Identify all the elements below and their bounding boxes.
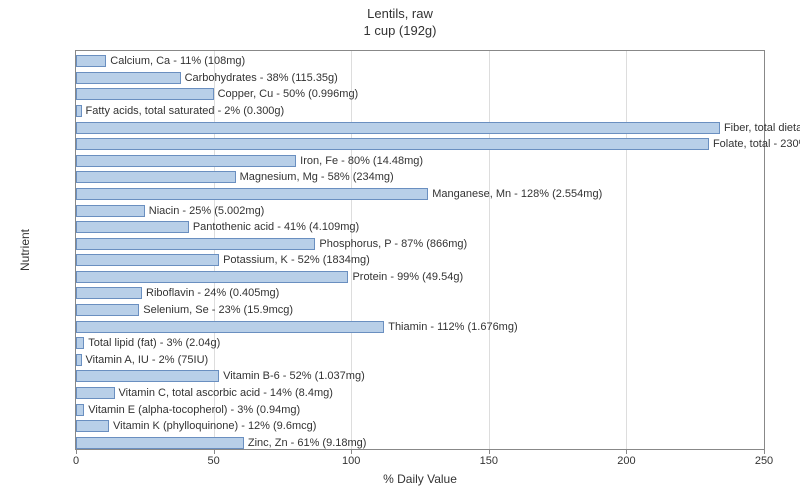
nutrient-bar xyxy=(76,304,139,316)
nutrient-bar xyxy=(76,387,115,399)
nutrient-label: Iron, Fe - 80% (14.48mg) xyxy=(300,155,423,167)
x-tick xyxy=(351,449,352,454)
x-tick xyxy=(764,449,765,454)
gridline xyxy=(626,51,627,449)
nutrient-bar xyxy=(76,287,142,299)
nutrient-label: Pantothenic acid - 41% (4.109mg) xyxy=(193,221,359,233)
nutrient-bar xyxy=(76,254,219,266)
x-tick-label: 50 xyxy=(207,455,219,467)
x-tick xyxy=(626,449,627,454)
nutrient-label: Folate, total - 230% (920mcg) xyxy=(713,138,800,150)
nutrient-label: Carbohydrates - 38% (115.35g) xyxy=(185,72,338,84)
nutrient-label: Manganese, Mn - 128% (2.554mg) xyxy=(432,188,602,200)
nutrient-label: Niacin - 25% (5.002mg) xyxy=(149,205,265,217)
nutrient-label: Calcium, Ca - 11% (108mg) xyxy=(110,55,245,67)
nutrient-bar xyxy=(76,138,709,150)
y-axis-label: Nutrient xyxy=(18,229,32,271)
nutrient-label: Riboflavin - 24% (0.405mg) xyxy=(146,287,279,299)
nutrient-bar xyxy=(76,155,296,167)
nutrient-bar xyxy=(76,437,244,449)
nutrient-bar xyxy=(76,72,181,84)
plot-area: 050100150200250Calcium, Ca - 11% (108mg)… xyxy=(75,50,765,450)
x-tick-label: 250 xyxy=(755,455,773,467)
nutrient-bar xyxy=(76,105,82,117)
x-tick-label: 200 xyxy=(617,455,635,467)
nutrient-label: Vitamin B-6 - 52% (1.037mg) xyxy=(223,370,365,382)
nutrient-label: Vitamin E (alpha-tocopherol) - 3% (0.94m… xyxy=(88,404,300,416)
nutrient-label: Magnesium, Mg - 58% (234mg) xyxy=(240,171,394,183)
x-tick xyxy=(489,449,490,454)
x-tick-label: 0 xyxy=(73,455,79,467)
nutrient-bar xyxy=(76,122,720,134)
nutrient-bar xyxy=(76,370,219,382)
nutrient-label: Vitamin K (phylloquinone) - 12% (9.6mcg) xyxy=(113,420,316,432)
nutrient-bar xyxy=(76,420,109,432)
title-line-1: Lentils, raw xyxy=(0,6,800,23)
nutrient-bar xyxy=(76,337,84,349)
nutrient-bar xyxy=(76,238,315,250)
nutrient-label: Total lipid (fat) - 3% (2.04g) xyxy=(88,337,220,349)
nutrient-bar xyxy=(76,171,236,183)
nutrient-label: Protein - 99% (49.54g) xyxy=(352,271,463,283)
nutrient-bar xyxy=(76,88,214,100)
nutrient-chart: Lentils, raw 1 cup (192g) Nutrient 05010… xyxy=(0,0,800,500)
nutrient-label: Phosphorus, P - 87% (866mg) xyxy=(319,238,467,250)
x-tick-label: 150 xyxy=(480,455,498,467)
x-tick-label: 100 xyxy=(342,455,360,467)
nutrient-bar xyxy=(76,188,428,200)
nutrient-bar xyxy=(76,55,106,67)
nutrient-bar xyxy=(76,271,348,283)
nutrient-label: Selenium, Se - 23% (15.9mcg) xyxy=(143,304,293,316)
nutrient-label: Thiamin - 112% (1.676mg) xyxy=(388,321,517,333)
gridline xyxy=(489,51,490,449)
nutrient-label: Fiber, total dietary - 234% (58.6g) xyxy=(724,122,800,134)
gridline xyxy=(351,51,352,449)
nutrient-bar xyxy=(76,321,384,333)
x-axis-label: % Daily Value xyxy=(383,472,457,486)
title-line-2: 1 cup (192g) xyxy=(0,23,800,40)
nutrient-label: Copper, Cu - 50% (0.996mg) xyxy=(218,88,359,100)
nutrient-label: Zinc, Zn - 61% (9.18mg) xyxy=(248,437,367,449)
x-tick xyxy=(214,449,215,454)
nutrient-bar xyxy=(76,354,82,366)
nutrient-bar xyxy=(76,205,145,217)
nutrient-label: Vitamin C, total ascorbic acid - 14% (8.… xyxy=(119,387,333,399)
nutrient-bar xyxy=(76,404,84,416)
chart-title: Lentils, raw 1 cup (192g) xyxy=(0,0,800,40)
nutrient-label: Fatty acids, total saturated - 2% (0.300… xyxy=(86,105,285,117)
nutrient-bar xyxy=(76,221,189,233)
nutrient-label: Potassium, K - 52% (1834mg) xyxy=(223,254,370,266)
x-tick xyxy=(76,449,77,454)
nutrient-label: Vitamin A, IU - 2% (75IU) xyxy=(86,354,209,366)
